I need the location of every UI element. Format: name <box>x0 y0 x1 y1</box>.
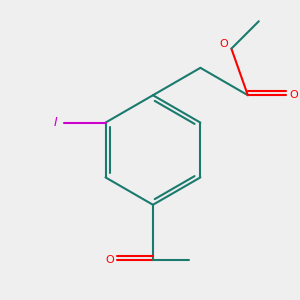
Text: O: O <box>290 90 298 100</box>
Text: O: O <box>105 255 114 265</box>
Text: O: O <box>220 39 229 49</box>
Text: I: I <box>53 116 57 129</box>
